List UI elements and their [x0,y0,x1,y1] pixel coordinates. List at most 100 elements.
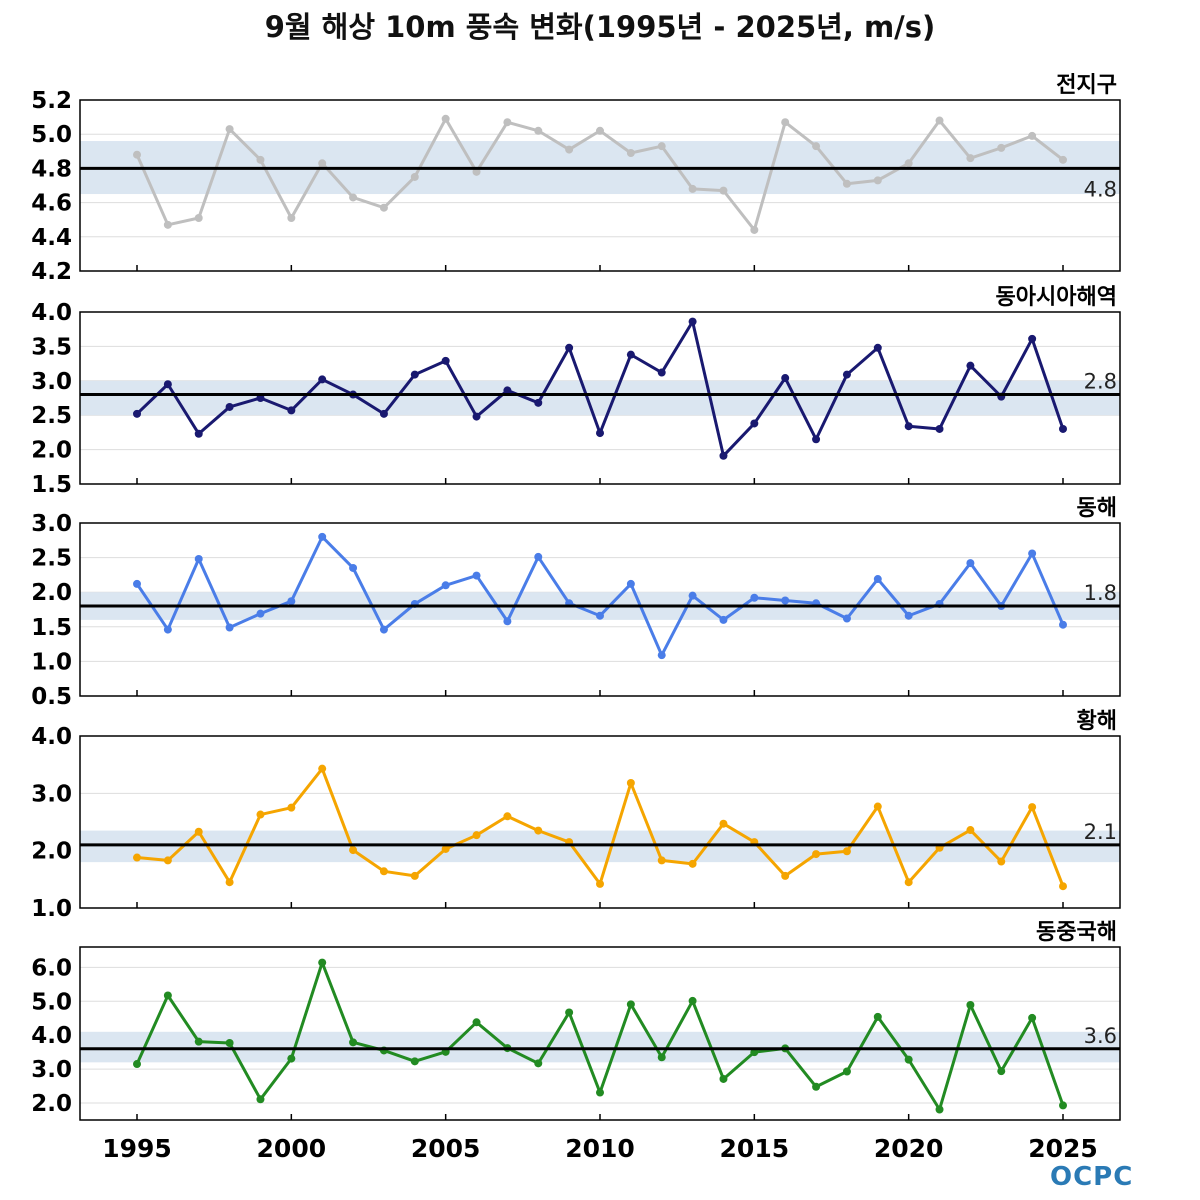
panel-1-y-tick-label: 4.4 [31,225,72,251]
panel-3-series-segment [876,577,911,618]
panel-4-data-point [441,844,450,853]
panel-5-series-segment [968,1003,1003,1073]
panel-4-y-tick-label: 3.0 [31,781,72,807]
panel-3-data-point [349,563,358,572]
panel-1-series-segment [907,119,942,165]
panel-5-data-point [163,991,172,1000]
panel-3-y-tick-label: 2.5 [31,546,72,572]
panel-1-data-point [626,149,635,158]
panel-2-series-segment [351,393,386,416]
panel-2-series-segment [876,346,911,428]
panel-1-series-segment [166,216,201,227]
panel-4-y-tick-label: 2.0 [31,839,72,865]
panel-2-data-point [657,368,666,377]
panel-1-data-point [904,159,913,168]
panel-2-data-point [904,422,913,431]
panel-1-data-point [1059,155,1067,164]
panel-1-series-segment [536,129,571,152]
panel-4-data-point [379,867,388,876]
panel-2-data-point [596,429,604,438]
panel-5-data-point [596,1088,604,1097]
panel-5-data-point [534,1059,543,1068]
panel-5-data-point [287,1054,296,1063]
panel-4-data-point [719,819,728,828]
panel-1-series-segment [228,127,262,162]
panel-1-data-point [873,176,882,185]
panel-2-data-point [812,435,821,444]
panel-1-y-tick-label: 5.2 [31,88,72,114]
panel-5-series-segment [413,1050,448,1063]
panel-4-series-segment [135,856,170,862]
panel-1-y-tick-label: 4.8 [31,156,72,182]
panel-1-data-point [318,159,327,168]
panel-2-series-segment [135,382,170,416]
panel-4-series-segment [814,849,849,856]
panel-1-series-segment [351,195,386,210]
panel-3-series-segment [444,574,479,587]
panel-2-series-segment [845,346,880,377]
panel-3-data-point [1059,620,1067,629]
panel-1-data-point [163,220,172,229]
panel-4-series-segment [413,847,448,878]
panel-4-data-point [904,878,913,887]
panel-5-series-segment [938,1003,972,1111]
panel-4-series-segment [258,806,293,817]
panel-3-series-segment [721,596,756,622]
panel-2-series-segment [1030,337,1065,431]
panel-4-data-point [1028,803,1037,812]
panel-1-data-point [842,179,851,188]
panel-4-data-point [997,857,1006,866]
panel-5-data-point [657,1053,666,1062]
panel-4-data-point [657,856,666,865]
panel-4-data-point [194,827,203,836]
panel-3-data-point [472,571,481,580]
panel-2-series-segment [567,346,602,435]
panel-3-series-segment [783,599,818,605]
panel-2-data-point [225,402,234,411]
panel-2-series-segment [320,377,355,397]
panel-2-series-segment [197,405,232,436]
panel-3-data-point [750,593,759,602]
panel-1-series-segment [505,120,540,133]
panel-5-data-point [966,1001,975,1010]
panel-3-region-title: 동해 [1077,496,1117,521]
panel-2-series-segment [938,364,972,431]
panel-2-series-segment [166,382,201,436]
panel-4-data-point [472,831,481,840]
panel-1-series-segment [968,146,1003,160]
panel-5-series-segment [505,1046,540,1065]
panel-5-data-point [812,1082,821,1091]
panel-1-series-segment [752,120,787,232]
panel-1-data-point [225,125,234,134]
panel-1-series-segment [382,175,417,210]
panel-2-series-segment [691,320,725,458]
panel-2-series-segment [752,376,787,425]
panel-1-data-point [256,155,265,164]
panel-5-data-point [626,1000,635,1009]
panel-4-series-segment [721,822,756,844]
panel-1-series-segment [444,117,479,174]
panel-2-data-point [441,356,450,365]
panel-1-data-point [410,172,419,181]
panel-2-y-tick-label: 2.0 [31,438,72,464]
panel-3-series-segment [968,561,1003,608]
panel-3-data-point [287,597,296,606]
panel-3-data-point [163,625,172,634]
panel-2-series-segment [907,424,942,431]
panel-2-series-segment [660,320,695,375]
panel-5-series-segment [814,1069,849,1089]
panel-2-data-point [626,350,635,359]
panel-2-data-point [966,361,975,370]
panel-3-data-point [596,611,604,620]
panel-1-series-segment [629,144,664,155]
panel-3-series-segment [629,582,664,657]
panel-1-series-segment [1030,134,1065,162]
panel-2-region-title: 동아시아해역 [996,285,1117,310]
chart-title: 9월 해상 10m 풍속 변화(1995년 - 2025년, m/s) [264,10,936,44]
panel-1-data-point [194,213,203,222]
panel-4-series-segment [660,858,695,866]
x-tick-label: 2005 [411,1134,481,1163]
panel-5-series-segment [475,1020,509,1050]
panel-4-series-segment [783,852,818,878]
panel-5-data-point [935,1105,944,1114]
